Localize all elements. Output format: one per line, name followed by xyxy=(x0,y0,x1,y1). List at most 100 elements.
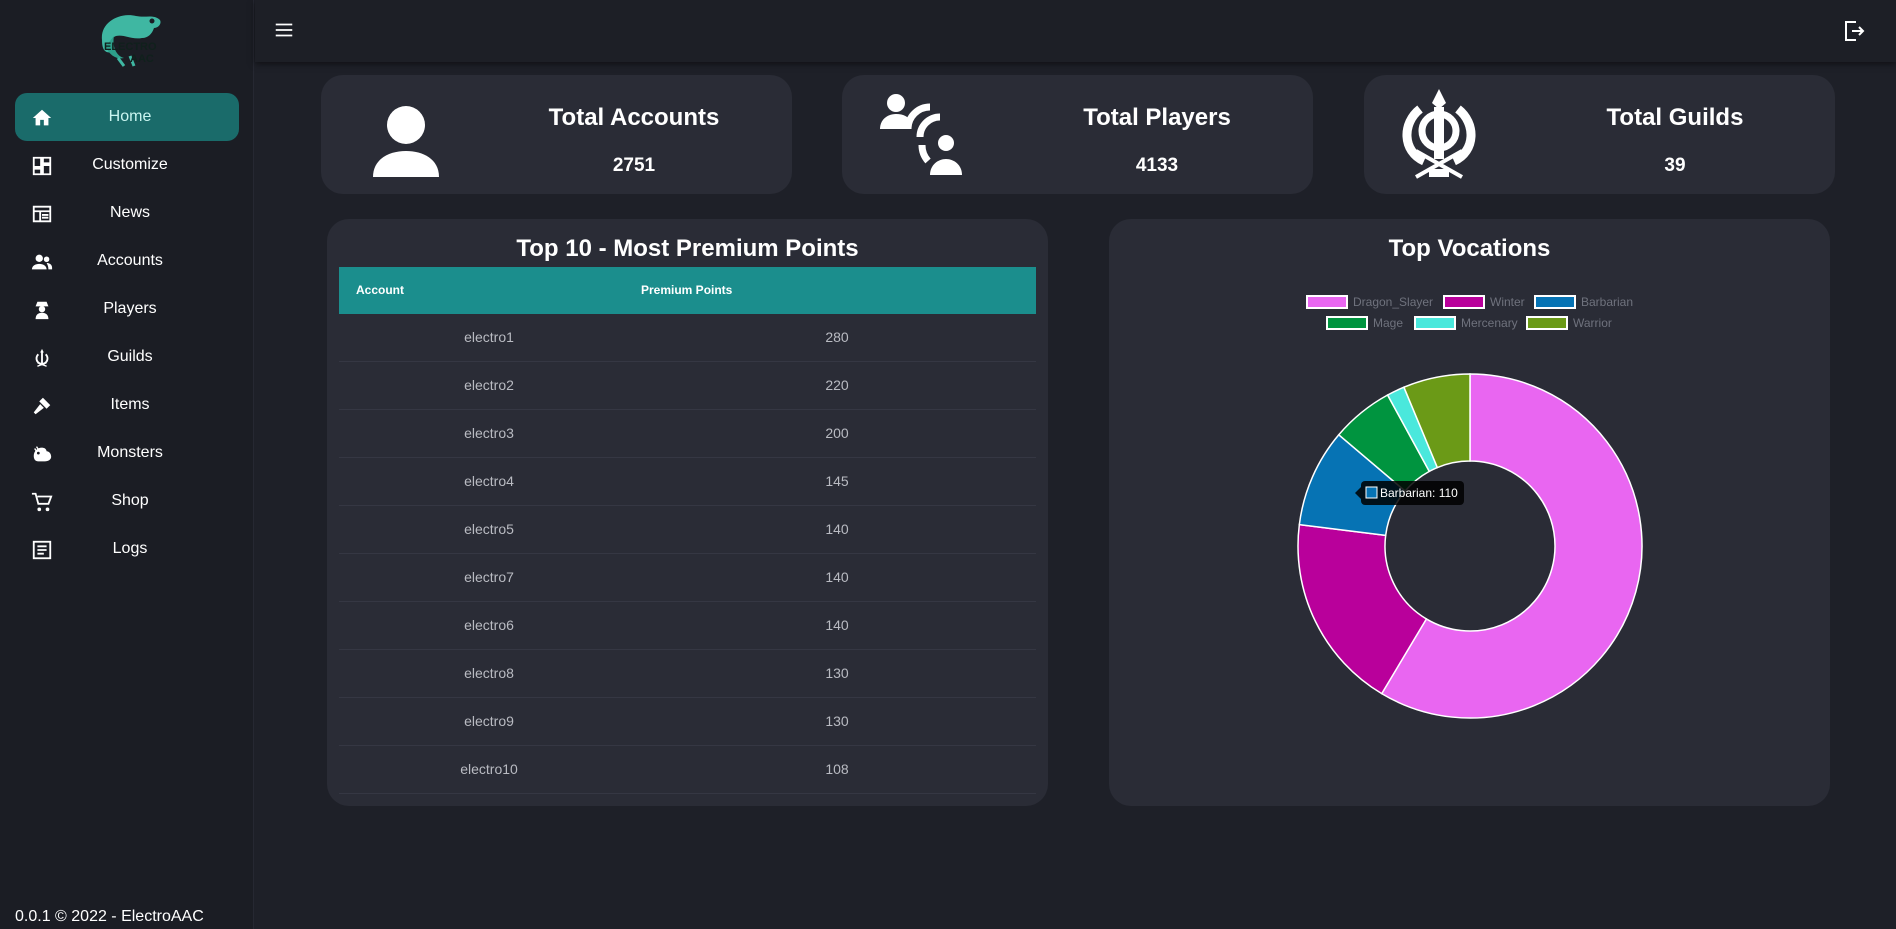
sidebar-item-monsters[interactable]: Monsters xyxy=(15,429,239,477)
sidebar-item-label: Monsters xyxy=(97,444,163,461)
table-row: electro4 145 xyxy=(339,458,1036,506)
sidebar-nav: Home Customize News Accounts Players Gui… xyxy=(15,93,239,573)
hammer-icon xyxy=(33,397,51,415)
total-guilds-card: Total Guilds 39 xyxy=(1364,75,1835,194)
dashboard-icon xyxy=(32,156,52,176)
column-header-premium-points[interactable]: Premium Points xyxy=(641,283,733,297)
cell-account: electro10 xyxy=(460,761,518,777)
logs-icon xyxy=(32,540,52,560)
sidebar-item-label: Home xyxy=(108,108,152,125)
newspaper-icon xyxy=(32,205,52,223)
legend-label[interactable]: Winter xyxy=(1490,295,1525,309)
sidebar-item-players[interactable]: Players xyxy=(15,285,239,333)
sidebar-item-label: Items xyxy=(110,396,150,413)
legend-swatch[interactable] xyxy=(1414,316,1456,330)
column-header-account[interactable]: Account xyxy=(356,283,404,297)
table-row: electro8 130 xyxy=(339,650,1036,698)
sidebar-item-news[interactable]: News xyxy=(15,189,239,237)
legend-label[interactable]: Mercenary xyxy=(1461,316,1518,330)
tooltip-text: Barbarian: 110 xyxy=(1380,486,1458,500)
cell-premium-points: 220 xyxy=(825,377,849,393)
legend-swatch[interactable] xyxy=(1326,316,1368,330)
legend-label[interactable]: Mage xyxy=(1373,316,1403,330)
sidebar-item-home[interactable]: Home xyxy=(15,93,239,141)
cart-icon xyxy=(31,492,53,512)
svg-text:AAC: AAC xyxy=(130,53,154,65)
stat-value: 2751 xyxy=(612,155,656,176)
guild-emblem-icon xyxy=(35,348,49,367)
cell-premium-points: 140 xyxy=(825,569,849,585)
sidebar-item-accounts[interactable]: Accounts xyxy=(15,237,239,285)
stat-value: 39 xyxy=(1664,155,1686,176)
cell-account: electro7 xyxy=(464,569,514,585)
stat-title: Total Guilds xyxy=(1606,104,1744,131)
cell-premium-points: 130 xyxy=(825,665,849,681)
legend-label[interactable]: Barbarian xyxy=(1581,295,1633,309)
khanda-guild-icon xyxy=(1402,89,1476,179)
sidebar: ELECTRO AAC Home Customize News Accounts… xyxy=(0,0,254,929)
table-row: electro10 108 xyxy=(339,746,1036,794)
chart-tooltip: Barbarian: 110 xyxy=(1355,481,1464,505)
stat-title: Total Accounts xyxy=(548,104,720,131)
cell-account: electro1 xyxy=(464,329,514,345)
top-vocations-card: Top Vocations Dragon_Slayer Winter Barbari… xyxy=(1109,219,1830,806)
tooltip-swatch xyxy=(1365,486,1378,499)
players-signal-icon xyxy=(880,94,962,175)
cell-account: electro8 xyxy=(464,665,514,681)
logout-icon[interactable] xyxy=(1842,19,1866,43)
cell-premium-points: 145 xyxy=(825,473,849,489)
doughnut-slice-warrior[interactable] xyxy=(1402,373,1471,469)
table-row: electro3 200 xyxy=(339,410,1036,458)
cell-account: electro2 xyxy=(464,377,514,393)
sidebar-item-label: Accounts xyxy=(97,252,163,269)
total-accounts-card: Total Accounts 2751 xyxy=(321,75,792,194)
sidebar-item-shop[interactable]: Shop xyxy=(15,477,239,525)
chart-title: Top Vocations xyxy=(1388,235,1551,262)
sidebar-item-guilds[interactable]: Guilds xyxy=(15,333,239,381)
cell-account: electro6 xyxy=(464,617,514,633)
premium-table-title: Top 10 - Most Premium Points xyxy=(516,235,859,262)
sidebar-item-customize[interactable]: Customize xyxy=(15,141,239,189)
legend-label[interactable]: Dragon_Slayer xyxy=(1353,295,1433,309)
legend-swatch[interactable] xyxy=(1534,295,1576,309)
cell-account: electro4 xyxy=(464,473,514,489)
sidebar-item-items[interactable]: Items xyxy=(15,381,239,429)
electroaac-logo[interactable]: ELECTRO AAC xyxy=(94,10,166,68)
premium-points-card: Top 10 - Most Premium Points Account Pre… xyxy=(327,219,1048,806)
hamburger-menu-icon[interactable] xyxy=(273,19,295,41)
sidebar-item-label: Logs xyxy=(112,540,148,557)
legend-swatch[interactable] xyxy=(1526,316,1568,330)
table-row: electro1 280 xyxy=(339,314,1036,362)
table-row: electro7 140 xyxy=(339,554,1036,602)
legend-swatch[interactable] xyxy=(1306,295,1348,309)
cell-account: electro9 xyxy=(464,713,514,729)
person-icon xyxy=(373,106,439,177)
cell-premium-points: 140 xyxy=(825,617,849,633)
table-row: electro5 140 xyxy=(339,506,1036,554)
legend-swatch[interactable] xyxy=(1443,295,1485,309)
footer-version: 0.0.1 © 2022 - ElectroAAC xyxy=(15,908,204,925)
people-icon xyxy=(31,254,53,270)
table-header: Account Premium Points xyxy=(339,267,1036,314)
player-icon xyxy=(35,301,49,320)
home-icon xyxy=(32,109,52,126)
table-row: electro2 220 xyxy=(339,362,1036,410)
sidebar-item-label: Guilds xyxy=(107,348,153,365)
doughnut-slice-winter[interactable] xyxy=(1297,523,1428,695)
cell-account: electro5 xyxy=(464,521,514,537)
sidebar-item-label: Shop xyxy=(111,492,149,509)
table-row: electro6 140 xyxy=(339,602,1036,650)
cell-premium-points: 200 xyxy=(825,425,849,441)
cell-premium-points: 130 xyxy=(825,713,849,729)
legend-label[interactable]: Warrior xyxy=(1573,316,1612,330)
svg-text:ELECTRO: ELECTRO xyxy=(104,41,157,53)
monster-icon xyxy=(33,446,52,462)
sidebar-item-logs[interactable]: Logs xyxy=(15,525,239,573)
stat-value: 4133 xyxy=(1135,155,1179,176)
cell-premium-points: 280 xyxy=(825,329,849,345)
cell-account: electro3 xyxy=(464,425,514,441)
doughnut-slice-dragon-slayer[interactable] xyxy=(1380,373,1643,719)
cell-premium-points: 108 xyxy=(825,761,849,777)
vocations-doughnut-chart: Dragon_Slayer Winter Barbarian Mage Mercenar… xyxy=(1297,295,1643,719)
cell-premium-points: 140 xyxy=(825,521,849,537)
